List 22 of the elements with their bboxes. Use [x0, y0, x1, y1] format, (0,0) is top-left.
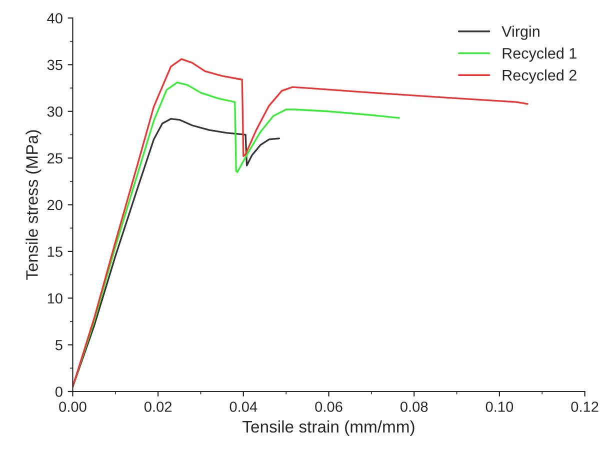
y-tick-label: 20: [48, 200, 62, 210]
y-tick-label: 35: [47, 60, 62, 70]
y-tick-label: 25: [48, 153, 62, 164]
x-tick-label: 0.04: [230, 402, 258, 412]
legend-label: Virgin: [502, 26, 540, 40]
y-tick-label: 5: [55, 340, 62, 350]
x-tick-label: 0.10: [486, 402, 514, 412]
y-tick-label: 40: [47, 13, 62, 24]
y-axis-title: Tensile stress (MPa): [26, 130, 42, 280]
line-series: [72, 82, 400, 388]
x-tick-label: 0.12: [571, 402, 598, 412]
x-tick-label: 0.00: [59, 402, 86, 412]
x-tick-label: 0.08: [400, 402, 428, 412]
legend-label: Recycled 2: [502, 69, 576, 84]
x-tick-label: 0.02: [144, 402, 172, 412]
x-tick-label: 0.06: [315, 402, 342, 412]
y-tick-label: 30: [47, 106, 62, 117]
y-tick-label: 10: [48, 293, 62, 304]
x-axis-title: Tensile strain (mm/mm): [242, 420, 414, 436]
y-tick-label: 15: [48, 246, 62, 257]
legend-label: Recycled 1: [502, 48, 576, 62]
y-tick-label: 0: [55, 386, 62, 397]
